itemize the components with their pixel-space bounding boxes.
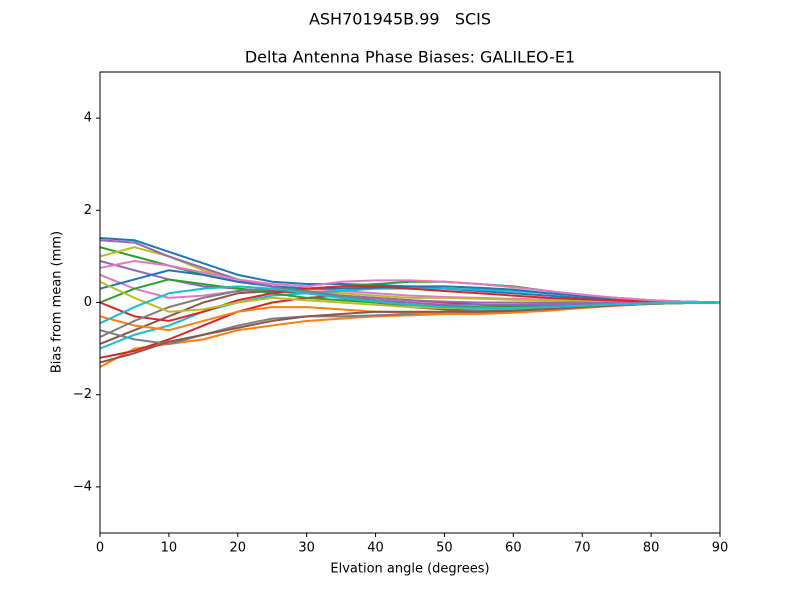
x-tick-label: 60 (505, 541, 522, 556)
data-line (99, 285, 721, 322)
plot-area (99, 236, 721, 368)
y-tick-label: −2 (73, 387, 92, 402)
x-tick-label: 80 (643, 541, 660, 556)
x-tick-label: 20 (230, 541, 247, 556)
x-tick-label: 90 (712, 541, 729, 556)
x-tick-label: 70 (574, 541, 591, 556)
y-axis-label: Bias from mean (mm) (50, 231, 65, 373)
y-tick-label: 4 (84, 111, 92, 126)
x-tick-label: 10 (161, 541, 178, 556)
data-line (99, 260, 721, 304)
x-axis-label: Elvation angle (degrees) (330, 562, 489, 577)
x-tick-label: 40 (367, 541, 384, 556)
x-tick-label: 0 (96, 541, 104, 556)
x-tick-label: 50 (436, 541, 453, 556)
y-tick-label: 0 (84, 295, 92, 310)
data-line (99, 285, 721, 325)
x-tick-label: 30 (298, 541, 315, 556)
chart-title: Delta Antenna Phase Biases: GALILEO-E1 (245, 48, 575, 67)
y-tick-label: −4 (73, 479, 92, 494)
suptitle: ASH701945B.99 SCIS (309, 10, 491, 29)
y-tick-label: 2 (84, 203, 92, 218)
